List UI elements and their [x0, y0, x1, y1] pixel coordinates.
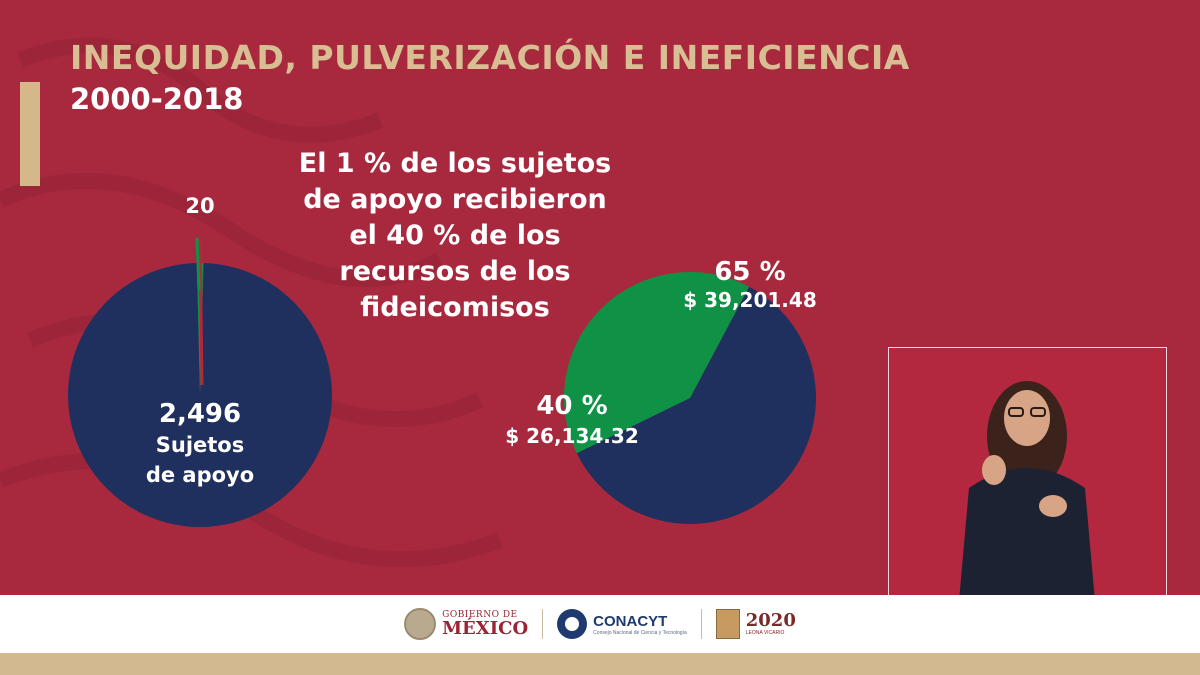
pie1-sliver-line — [198, 237, 204, 386]
pie2-slice1-percent: 65 % — [714, 257, 785, 287]
pie1-slice-1 — [67, 263, 332, 527]
footer-logos: GOBIERNO DE MÉXICO CONACYT Consejo Nacio… — [0, 595, 1200, 653]
year-logo: 2020 LEONA VICARIO — [715, 609, 796, 639]
interpreter-figure — [959, 381, 1095, 595]
year-subtitle: LEONA VICARIO — [745, 630, 785, 636]
year-text: 2020 — [745, 610, 796, 631]
pie1-slice1-label-line1: Sujetos — [156, 433, 244, 457]
pie2-slice-1 — [576, 286, 817, 524]
pie1-slice1-value: 2,496 — [159, 399, 241, 429]
logo-divider — [542, 609, 544, 639]
slide-subtitle: 2000-2018 — [70, 82, 244, 116]
slide-title: INEQUIDAD, PULVERIZACIÓN E INEFICIENCIA — [70, 38, 910, 77]
gobierno-line1: GOBIERNO DE — [442, 610, 518, 620]
pie1-slice2-label: 20 — [185, 194, 214, 218]
logo-divider — [700, 609, 702, 639]
pie2-slice1-amount: $ 39,201.48 — [683, 288, 817, 312]
gobierno-seal-icon — [404, 608, 437, 640]
leona-vicario-icon — [715, 609, 740, 639]
accent-bar — [20, 82, 40, 186]
pie1-sliver-green — [195, 237, 201, 291]
pie2-slice2-amount: $ 26,134.32 — [505, 424, 639, 448]
pie-chart-resources — [564, 272, 817, 524]
pie-charts: 20 2,496 Sujetos de apoyo 65 % $ 39,201.… — [67, 194, 817, 527]
conacyt-logo: CONACYT Consejo Nacional de Ciencia y Te… — [557, 609, 687, 639]
gobierno-mexico-logo: GOBIERNO DE MÉXICO — [404, 608, 528, 640]
gobierno-line2: MÉXICO — [442, 618, 529, 639]
bottom-band — [0, 653, 1200, 675]
conacyt-name: CONACYT — [593, 612, 668, 630]
pie-chart-subjects — [67, 237, 332, 527]
pie2-slice-2 — [564, 272, 750, 454]
sign-language-interpreter-video — [888, 347, 1167, 595]
pie1-slice1-label-line2: de apoyo — [146, 463, 254, 487]
pie2-slice2-percent: 40 % — [536, 391, 607, 421]
conacyt-subtitle: Consejo Nacional de Ciencia y Tecnología — [593, 629, 687, 636]
conacyt-logo-icon — [557, 609, 588, 639]
slide: INEQUIDAD, PULVERIZACIÓN E INEFICIENCIA … — [0, 37, 1167, 595]
headline-text: El 1 % de los sujetos de apoyo recibiero… — [298, 148, 612, 323]
